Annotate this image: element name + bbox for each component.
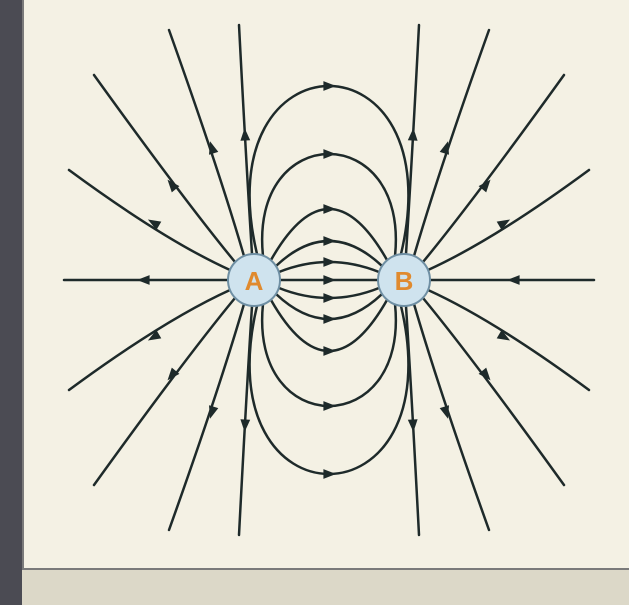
field-diagram-svg: AB xyxy=(24,0,629,568)
field-arrowhead xyxy=(323,401,336,411)
field-arrowhead xyxy=(507,275,520,285)
field-arrowhead xyxy=(323,293,336,303)
field-arrowhead xyxy=(323,81,336,91)
field-arrowhead xyxy=(323,257,336,267)
field-arrowhead xyxy=(323,469,336,479)
field-line xyxy=(169,304,244,530)
field-arrowhead xyxy=(323,236,336,246)
window-left-border xyxy=(0,0,22,605)
charge-a-label: A xyxy=(245,266,264,296)
diagram-canvas: AB xyxy=(22,0,629,570)
field-arrowhead xyxy=(323,275,336,285)
field-line xyxy=(414,30,489,256)
field-line xyxy=(250,306,409,474)
field-arrowhead xyxy=(240,128,250,141)
field-arrowhead xyxy=(240,419,250,432)
field-arrowhead xyxy=(323,204,336,214)
screenshot-frame: AB xyxy=(0,0,629,605)
field-arrowhead xyxy=(323,346,336,356)
field-arrowhead xyxy=(209,141,218,155)
charge-b-label: B xyxy=(395,266,414,296)
field-arrowhead xyxy=(440,141,449,155)
field-line xyxy=(169,30,244,256)
bottom-strip xyxy=(22,570,629,605)
field-arrowhead xyxy=(408,128,418,141)
field-arrowhead xyxy=(137,275,150,285)
field-line xyxy=(271,209,387,260)
field-arrowhead xyxy=(209,405,218,419)
field-line xyxy=(271,300,387,351)
field-arrowhead xyxy=(323,149,336,159)
field-arrowhead xyxy=(440,405,449,419)
field-line xyxy=(414,304,489,530)
field-arrowhead xyxy=(408,419,418,432)
field-arrowhead xyxy=(323,314,336,324)
field-line xyxy=(250,86,409,254)
